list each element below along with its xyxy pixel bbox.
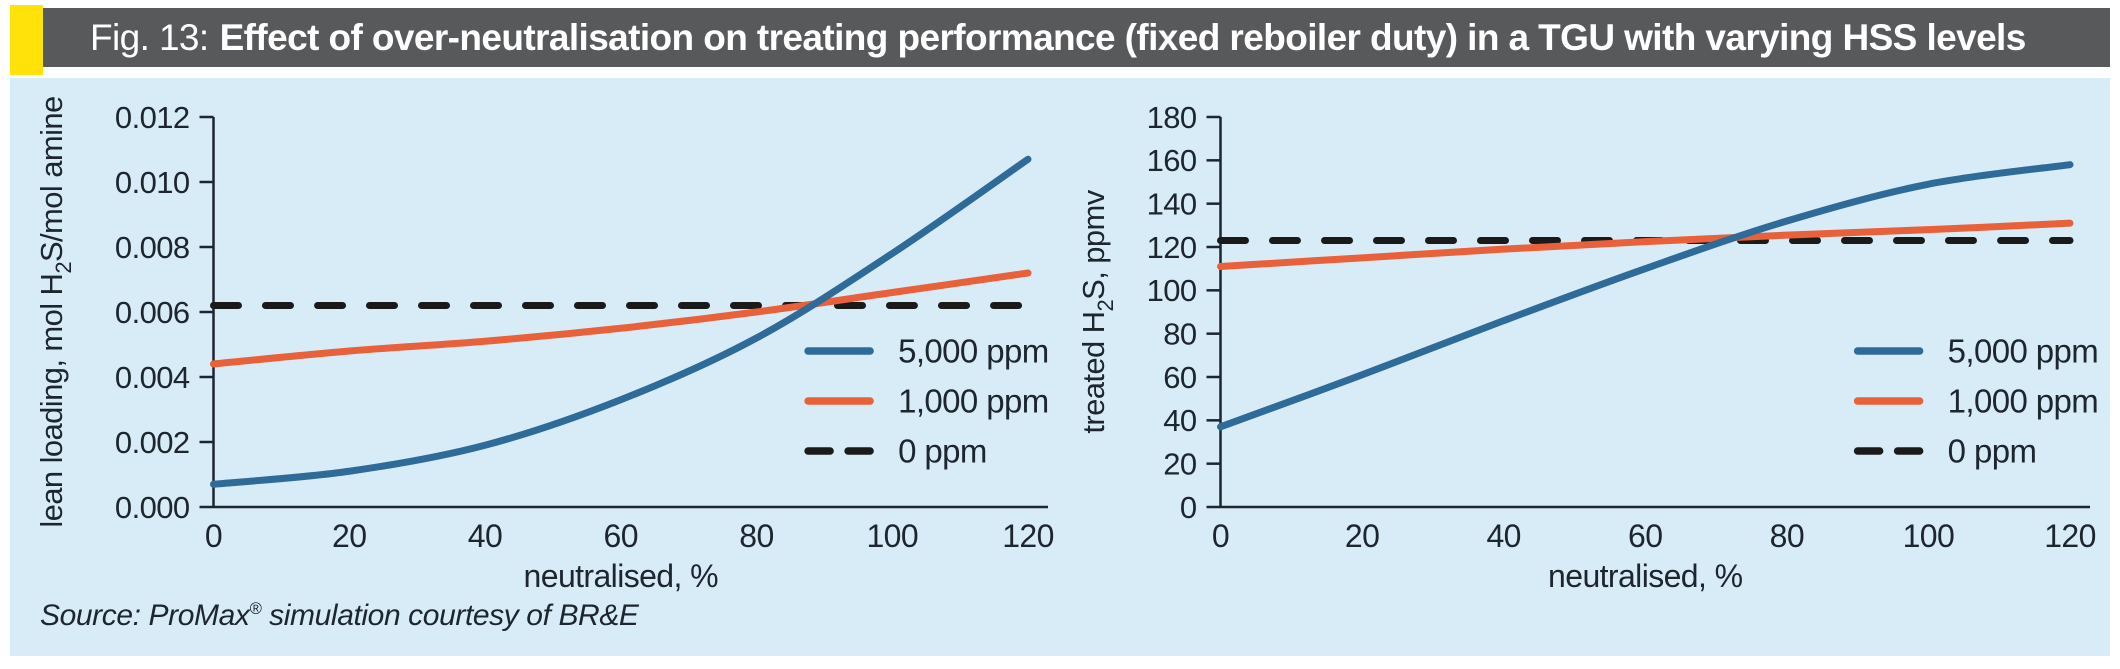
legend-label: 1,000 ppm	[898, 383, 1049, 420]
y-tick-label: 20	[1163, 447, 1197, 482]
x-tick-label: 80	[739, 518, 773, 554]
y-axis-title: treated H2S, ppmv	[1076, 189, 1118, 433]
y-tick-label: 0.000	[115, 490, 190, 525]
legend-label: 0 ppm	[1948, 433, 2037, 470]
y-tick-label: 40	[1163, 403, 1197, 438]
series-line-1-000-ppm	[210, 269, 1032, 368]
y-tick-label: 0.010	[115, 165, 190, 200]
source-note: Source: ProMax® simulation courtesy of B…	[40, 599, 2110, 633]
x-tick-label: 60	[1628, 518, 1662, 554]
chart-lean-loading: 0.000 0.002 0.004 0.006 0.008 0.010 0.012 0 20 40…	[26, 92, 1056, 597]
y-tick-label: 80	[1163, 317, 1197, 352]
source-text-prefix: Source: ProMax	[40, 599, 250, 632]
figure-title: Effect of over-neutralisation on treatin…	[219, 16, 2027, 58]
x-tick-label: 100	[866, 518, 918, 554]
legend-label: 5,000 ppm	[898, 333, 1049, 370]
y-tick-label: 0	[1180, 490, 1197, 525]
charts-panel: 0.000 0.002 0.004 0.006 0.008 0.010 0.012 0 20 40…	[10, 78, 2110, 656]
legend-label: 1,000 ppm	[1948, 383, 2098, 420]
x-tick-label: 60	[604, 518, 638, 554]
x-tick-label: 40	[468, 518, 502, 554]
y-tick-label: 120	[1147, 230, 1197, 265]
y-tick-label: 0.006	[115, 295, 190, 330]
x-tick-label: 0	[205, 518, 222, 554]
line-chart: 0 20 40 60 80 100 120 140 160 180 0 20 40 60 80 100 120 n…	[1076, 100, 2099, 594]
y-tick-label: 180	[1147, 100, 1197, 135]
y-tick-label: 0.004	[115, 360, 190, 395]
legend-label: 0 ppm	[898, 433, 987, 470]
x-tick-label: 100	[1903, 518, 1955, 554]
y-tick-label: 100	[1147, 273, 1197, 308]
x-tick-label: 80	[1770, 518, 1804, 554]
title-bar: Fig. 13: Effect of over-neutralisation o…	[43, 8, 2110, 67]
x-tick-label: 40	[1486, 518, 1520, 554]
y-tick-label: 160	[1147, 143, 1197, 178]
line-chart: 0.000 0.002 0.004 0.006 0.008 0.010 0.012 0 20 40…	[34, 96, 1054, 594]
source-text-suffix: simulation courtesy of BR&E	[261, 599, 639, 632]
x-tick-label: 20	[1345, 518, 1379, 554]
x-tick-label: 20	[332, 518, 366, 554]
series-line-5-000-ppm	[210, 155, 1032, 488]
legend-label: 5,000 ppm	[1948, 333, 2098, 370]
chart-treated-h2s: 0 20 40 60 80 100 120 140 160 180 0 20 40 60 80 100 120 n…	[1068, 92, 2099, 597]
series-line-5-000-ppm	[1217, 161, 2074, 431]
series-line-1-000-ppm	[1217, 219, 2074, 270]
x-tick-label: 120	[1002, 518, 1054, 554]
y-tick-label: 0.008	[115, 230, 190, 265]
figure-number: Fig. 13:	[90, 16, 209, 58]
x-axis-title: neutralised, %	[1548, 558, 1743, 594]
y-tick-label: 60	[1163, 360, 1197, 395]
charts-row: 0.000 0.002 0.004 0.006 0.008 0.010 0.012 0 20 40…	[10, 78, 2110, 597]
x-tick-label: 120	[2044, 518, 2096, 554]
yellow-accent-block	[10, 5, 43, 75]
y-axis-title: lean loading, mol H2S/mol amine	[34, 96, 76, 527]
y-tick-label: 140	[1147, 187, 1197, 222]
x-tick-label: 0	[1212, 518, 1229, 554]
y-tick-label: 0.002	[115, 425, 190, 460]
registered-trademark-symbol: ®	[249, 600, 262, 618]
x-axis-title: neutralised, %	[524, 558, 719, 594]
y-tick-label: 0.012	[115, 100, 190, 135]
